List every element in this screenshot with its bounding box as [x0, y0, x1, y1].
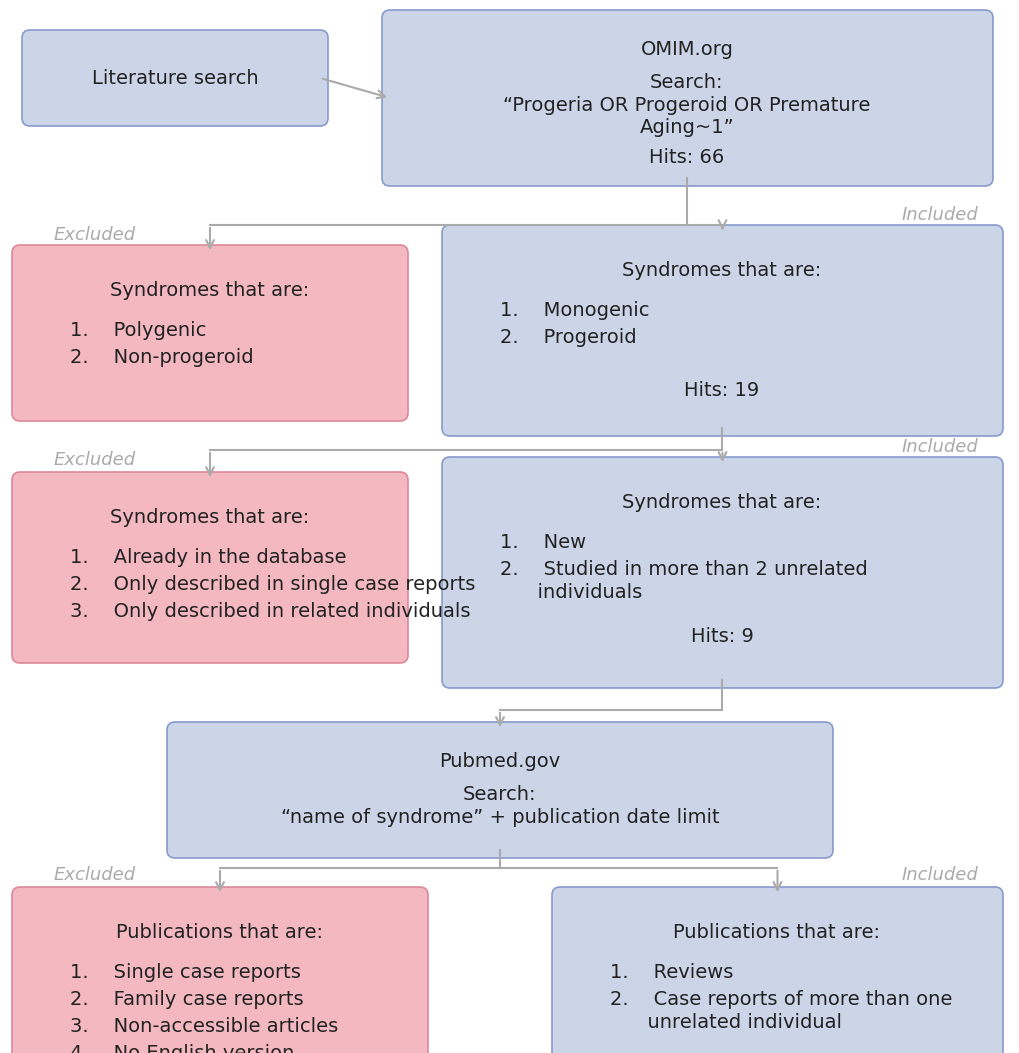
- Text: Syndromes that are:: Syndromes that are:: [622, 493, 821, 512]
- Text: “Progeria OR Progeroid OR Premature: “Progeria OR Progeroid OR Premature: [502, 96, 870, 115]
- Text: 3.    Only described in related individuals: 3. Only described in related individuals: [70, 602, 470, 621]
- Text: Included: Included: [901, 206, 977, 224]
- FancyBboxPatch shape: [12, 245, 408, 421]
- Text: Aging~1”: Aging~1”: [639, 118, 734, 137]
- Text: 2.    Only described in single case reports: 2. Only described in single case reports: [70, 575, 475, 594]
- FancyBboxPatch shape: [12, 472, 408, 663]
- FancyBboxPatch shape: [551, 887, 1002, 1053]
- Text: Syndromes that are:: Syndromes that are:: [622, 261, 821, 280]
- Text: 1.    New: 1. New: [499, 533, 586, 552]
- Text: 1.    Single case reports: 1. Single case reports: [70, 963, 301, 982]
- Text: 2.    Family case reports: 2. Family case reports: [70, 990, 304, 1009]
- Text: Search:: Search:: [650, 73, 723, 92]
- FancyBboxPatch shape: [441, 225, 1002, 436]
- Text: “name of syndrome” + publication date limit: “name of syndrome” + publication date li…: [280, 808, 718, 827]
- Text: Included: Included: [901, 438, 977, 456]
- FancyBboxPatch shape: [12, 887, 428, 1053]
- Text: 1.    Polygenic: 1. Polygenic: [70, 321, 206, 340]
- Text: 4.    No English version: 4. No English version: [70, 1044, 294, 1053]
- Text: OMIM.org: OMIM.org: [640, 40, 733, 59]
- Text: Pubmed.gov: Pubmed.gov: [439, 752, 560, 771]
- Text: Publications that are:: Publications that are:: [116, 923, 323, 942]
- Text: Excluded: Excluded: [54, 451, 136, 469]
- FancyBboxPatch shape: [167, 722, 833, 858]
- Text: individuals: individuals: [499, 583, 642, 602]
- Text: Publications that are:: Publications that are:: [673, 923, 879, 942]
- Text: Hits: 19: Hits: 19: [684, 381, 759, 400]
- Text: Literature search: Literature search: [92, 68, 258, 87]
- Text: Hits: 66: Hits: 66: [649, 148, 723, 167]
- FancyBboxPatch shape: [441, 457, 1002, 688]
- Text: 1.    Monogenic: 1. Monogenic: [499, 301, 649, 320]
- Text: 2.    Studied in more than 2 unrelated: 2. Studied in more than 2 unrelated: [499, 560, 867, 579]
- Text: unrelated individual: unrelated individual: [609, 1013, 841, 1032]
- Text: 2.    Case reports of more than one: 2. Case reports of more than one: [609, 990, 952, 1009]
- Text: 1.    Already in the database: 1. Already in the database: [70, 548, 346, 567]
- FancyBboxPatch shape: [382, 9, 993, 186]
- Text: 1.    Reviews: 1. Reviews: [609, 963, 733, 982]
- Text: Excluded: Excluded: [54, 226, 136, 244]
- Text: 2.    Non-progeroid: 2. Non-progeroid: [70, 347, 254, 367]
- FancyBboxPatch shape: [22, 29, 328, 126]
- Text: Syndromes that are:: Syndromes that are:: [110, 281, 310, 300]
- Text: Hits: 9: Hits: 9: [690, 627, 753, 645]
- Text: Search:: Search:: [463, 784, 536, 804]
- Text: Included: Included: [901, 866, 977, 885]
- Text: 3.    Non-accessible articles: 3. Non-accessible articles: [70, 1017, 338, 1036]
- Text: Syndromes that are:: Syndromes that are:: [110, 508, 310, 526]
- Text: 2.    Progeroid: 2. Progeroid: [499, 327, 636, 347]
- Text: Excluded: Excluded: [54, 866, 136, 885]
